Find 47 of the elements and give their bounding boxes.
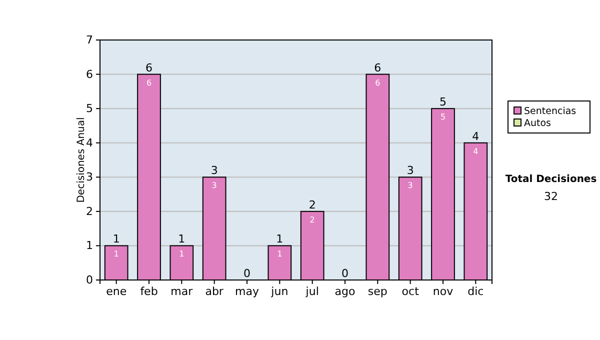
y-tick-label: 0	[86, 274, 93, 287]
total-label: 6	[146, 61, 152, 74]
y-axis-title: Decisiones Anual	[76, 117, 87, 203]
y-tick-label: 7	[86, 34, 93, 47]
y-tick-label: 3	[86, 170, 93, 184]
data-label: 3	[212, 181, 217, 190]
legend-label: Sentencias	[524, 106, 576, 117]
data-label: 1	[277, 250, 282, 259]
data-label: 2	[310, 215, 315, 224]
y-tick-label: 6	[86, 68, 93, 81]
total-label: 1	[178, 232, 186, 246]
x-tick-label: mar	[170, 284, 194, 298]
x-tick-label: ago	[334, 284, 356, 298]
data-label: 1	[179, 250, 184, 259]
total-label: 0	[244, 267, 250, 280]
total-label: 4	[472, 130, 480, 143]
data-label: 3	[408, 181, 413, 190]
y-tick-label: 4	[86, 136, 93, 150]
total-label: 6	[374, 61, 382, 74]
total-label: 5	[440, 96, 446, 109]
data-label: 6	[375, 78, 380, 88]
text: Total Decisiones	[505, 174, 597, 185]
x-tick-label: ene	[106, 284, 127, 298]
x-tick-label: feb	[140, 284, 158, 298]
total-label: 3	[406, 164, 414, 178]
total-label: 1	[112, 232, 120, 246]
x-tick-label: may	[235, 284, 260, 298]
data-label: 4	[473, 146, 478, 156]
y-tick-label: 1	[86, 239, 93, 252]
x-tick-label: abr	[205, 284, 224, 298]
x-tick-label: jul	[304, 284, 319, 298]
total-label: 3	[210, 164, 218, 178]
y-tick-label: 2	[86, 204, 93, 218]
total-label: 0	[342, 267, 348, 280]
x-tick-label: oct	[402, 284, 420, 298]
y-tick-label: 5	[86, 102, 93, 116]
x-tick-label: sep	[368, 284, 388, 298]
data-label: 1	[114, 250, 119, 259]
x-tick-label: dic	[468, 284, 484, 298]
legend-label: Autos	[524, 118, 552, 129]
data-label: 5	[440, 112, 446, 122]
data-label: 6	[146, 78, 152, 88]
total-label: 2	[308, 198, 316, 212]
x-tick-label: jun	[270, 284, 288, 298]
text: 32	[544, 190, 558, 203]
total-label: 1	[276, 232, 284, 246]
x-tick-label: nov	[432, 284, 454, 298]
